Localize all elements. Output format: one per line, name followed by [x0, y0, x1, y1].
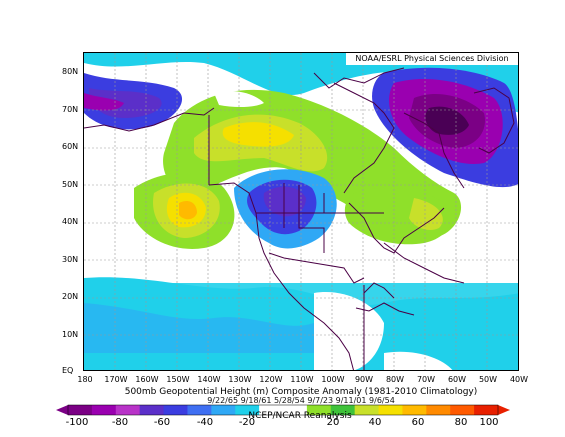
- lon-label: 160W: [135, 375, 159, 384]
- colorbar-segment: [450, 405, 475, 415]
- source-label: NOAA/ESRL Physical Sciences Division: [346, 53, 518, 65]
- map-title: 500mb Geopotential Height (m) Composite …: [124, 387, 478, 397]
- colorbar-label: -100: [65, 417, 89, 428]
- colorbar-outline: [67, 404, 499, 416]
- lat-label-70n: 70N: [62, 105, 79, 114]
- colorbar-segment: [283, 405, 308, 415]
- lon-label: 140W: [197, 375, 221, 384]
- lon-label: 100W: [321, 375, 345, 384]
- colorbar-label: -20: [238, 417, 256, 428]
- anomaly-map: [83, 52, 519, 371]
- colorbar-segment: [187, 405, 212, 415]
- lon-label: 50W: [478, 375, 498, 384]
- colorbar: [56, 404, 510, 416]
- lon-label: 180: [77, 375, 93, 384]
- colorbar-label: 40: [368, 417, 382, 428]
- anomaly-field: [84, 53, 518, 370]
- colorbar-segment: [68, 405, 93, 415]
- coastlines: [84, 67, 515, 370]
- colorbar-arrow-right: [498, 405, 510, 415]
- colorbar-segment: [474, 405, 499, 415]
- colorbar-segment: [139, 405, 165, 415]
- lat-label-80n: 80N: [62, 67, 79, 76]
- lon-label: 70W: [416, 375, 436, 384]
- lon-label: 120W: [259, 375, 283, 384]
- lon-label: 150W: [166, 375, 190, 384]
- colorbar-label: 100: [479, 417, 499, 428]
- lon-label: 90W: [354, 375, 374, 384]
- lat-label-60n: 60N: [62, 142, 79, 151]
- colorbar-segment: [115, 405, 141, 415]
- colorbar-arrow-left: [56, 405, 68, 415]
- colorbar-segment: [211, 405, 236, 415]
- colorbar-segment: [91, 405, 117, 415]
- colorbar-label: -40: [196, 417, 214, 428]
- lat-label-10n: 10N: [62, 330, 79, 339]
- lon-label: 60W: [447, 375, 467, 384]
- lon-label: 130W: [228, 375, 252, 384]
- lon-label: 80W: [385, 375, 405, 384]
- lat-label-30n: 30N: [62, 255, 79, 264]
- colorbar-segment: [259, 405, 284, 415]
- colorbar-segment: [163, 405, 188, 415]
- colorbar-segment: [426, 405, 451, 415]
- colorbar-label: -60: [153, 417, 171, 428]
- lat-label-50n: 50N: [62, 180, 79, 189]
- colorbar-segment: [354, 405, 380, 415]
- colorbar-segment: [402, 405, 427, 415]
- colorbar-label: -80: [111, 417, 129, 428]
- lon-label: 110W: [290, 375, 314, 384]
- lat-label-40n: 40N: [62, 217, 79, 226]
- lon-label: 40W: [509, 375, 529, 384]
- colorbar-segment: [378, 405, 403, 415]
- lon-label: 170W: [104, 375, 128, 384]
- colorbar-label: 60: [411, 417, 425, 428]
- colorbar-segment: [330, 405, 356, 415]
- colorbar-label: 20: [326, 417, 340, 428]
- lat-label-eq: EQ: [62, 366, 74, 375]
- composite-dates: 9/22/65 9/18/61 5/28/54 9/7/23 9/11/01 9…: [207, 396, 395, 405]
- colorbar-segment: [306, 405, 332, 415]
- dataset-label: NCEP/NCAR Reanalysis: [248, 411, 352, 421]
- colorbar-segment: [235, 405, 260, 415]
- colorbar-label: 80: [454, 417, 468, 428]
- lat-label-20n: 20N: [62, 292, 79, 301]
